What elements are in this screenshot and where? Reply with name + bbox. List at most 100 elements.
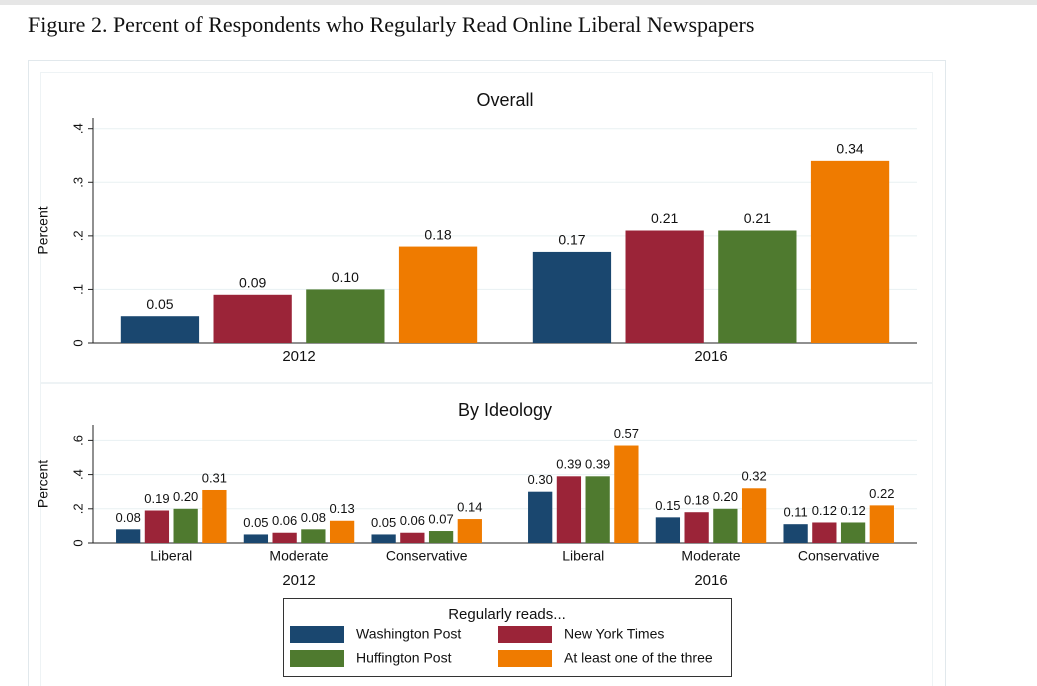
bar <box>614 445 639 543</box>
legend-label: Huffington Post <box>356 650 452 666</box>
value-label: 0.57 <box>614 426 639 441</box>
value-label: 0.39 <box>585 457 610 472</box>
value-label: 0.10 <box>332 269 359 285</box>
y-axis-label: Percent <box>35 460 51 508</box>
bar <box>585 476 610 543</box>
y-axis-label: Percent <box>35 206 51 254</box>
bar <box>684 512 709 543</box>
value-label: 0.15 <box>655 498 680 513</box>
bar <box>810 160 890 343</box>
x-tick-label: 2012 <box>282 348 315 365</box>
value-label: 0.06 <box>400 513 425 528</box>
bar <box>120 316 200 343</box>
y-tick-label: 0 <box>70 539 85 546</box>
bar <box>371 534 396 543</box>
bar <box>116 529 141 543</box>
value-label: 0.12 <box>812 503 837 518</box>
bar <box>213 294 292 343</box>
bar <box>301 529 326 543</box>
legend-title: Regularly reads... <box>448 606 566 623</box>
value-label: 0.08 <box>116 510 141 525</box>
top-strip <box>0 0 1037 5</box>
bar <box>655 517 681 543</box>
value-label: 0.31 <box>202 470 227 485</box>
legend-label: Washington Post <box>356 626 461 642</box>
value-label: 0.08 <box>301 510 326 525</box>
bar <box>783 524 808 543</box>
value-label: 0.05 <box>146 296 173 312</box>
value-label: 0.14 <box>457 499 482 514</box>
bar <box>457 519 482 543</box>
bar <box>398 246 478 343</box>
x-tick-label: Moderate <box>269 548 328 564</box>
bar <box>243 534 269 543</box>
bar <box>400 532 425 543</box>
value-label: 0.09 <box>239 274 266 290</box>
bar <box>532 251 612 343</box>
value-label: 0.18 <box>424 226 451 242</box>
value-label: 0.22 <box>869 486 894 501</box>
value-label: 0.17 <box>558 232 585 248</box>
bar <box>812 522 837 543</box>
y-tick-label: .3 <box>70 177 85 188</box>
bar <box>718 230 797 343</box>
bar <box>329 520 355 543</box>
legend-swatch <box>498 650 552 667</box>
value-label: 0.30 <box>528 472 553 487</box>
y-tick-label: 0 <box>70 339 85 346</box>
value-label: 0.19 <box>144 491 169 506</box>
value-label: 0.18 <box>684 493 709 508</box>
bar <box>202 489 227 543</box>
y-tick-label: .4 <box>70 469 85 480</box>
bar <box>144 510 170 543</box>
value-label: 0.32 <box>741 469 766 484</box>
value-label: 0.20 <box>173 489 198 504</box>
group-label: 2016 <box>694 572 727 589</box>
value-label: 0.06 <box>272 513 297 528</box>
bar <box>741 488 767 543</box>
value-label: 0.21 <box>744 210 771 226</box>
x-tick-label: Moderate <box>681 548 740 564</box>
value-label: 0.11 <box>783 505 807 520</box>
bar <box>625 230 704 343</box>
chart-title: Overall <box>476 90 533 110</box>
bar <box>173 508 198 543</box>
bar <box>306 289 385 343</box>
value-label: 0.20 <box>713 489 738 504</box>
x-tick-label: Liberal <box>562 548 604 564</box>
value-label: 0.34 <box>836 141 863 157</box>
x-tick-label: Conservative <box>798 548 880 564</box>
x-tick-label: Conservative <box>386 548 468 564</box>
bar <box>428 531 454 543</box>
figure-title: Figure 2. Percent of Respondents who Reg… <box>28 12 754 37</box>
value-label: 0.07 <box>428 511 453 526</box>
legend-swatch <box>290 626 344 643</box>
chart-title: By Ideology <box>458 400 552 420</box>
value-label: 0.21 <box>651 210 678 226</box>
y-tick-label: .2 <box>70 230 85 241</box>
bar <box>556 476 582 543</box>
value-label: 0.13 <box>329 501 354 516</box>
y-tick-label: .1 <box>70 284 85 295</box>
bar <box>528 491 553 543</box>
bar <box>713 508 738 543</box>
value-label: 0.39 <box>556 457 581 472</box>
value-label: 0.05 <box>243 515 268 530</box>
y-tick-label: .6 <box>70 435 85 446</box>
y-tick-label: .2 <box>70 503 85 514</box>
legend-label: At least one of the three <box>564 650 713 666</box>
legend-label: New York Times <box>564 626 664 642</box>
legend-swatch <box>290 650 344 667</box>
group-label: 2012 <box>282 572 315 589</box>
bar <box>272 532 297 543</box>
value-label: 0.05 <box>371 515 396 530</box>
bar <box>869 505 894 543</box>
x-tick-label: Liberal <box>150 548 192 564</box>
bar <box>840 522 866 543</box>
legend-swatch <box>498 626 552 643</box>
x-tick-label: 2016 <box>694 348 727 365</box>
value-label: 0.12 <box>840 503 865 518</box>
y-tick-label: .4 <box>70 123 85 134</box>
